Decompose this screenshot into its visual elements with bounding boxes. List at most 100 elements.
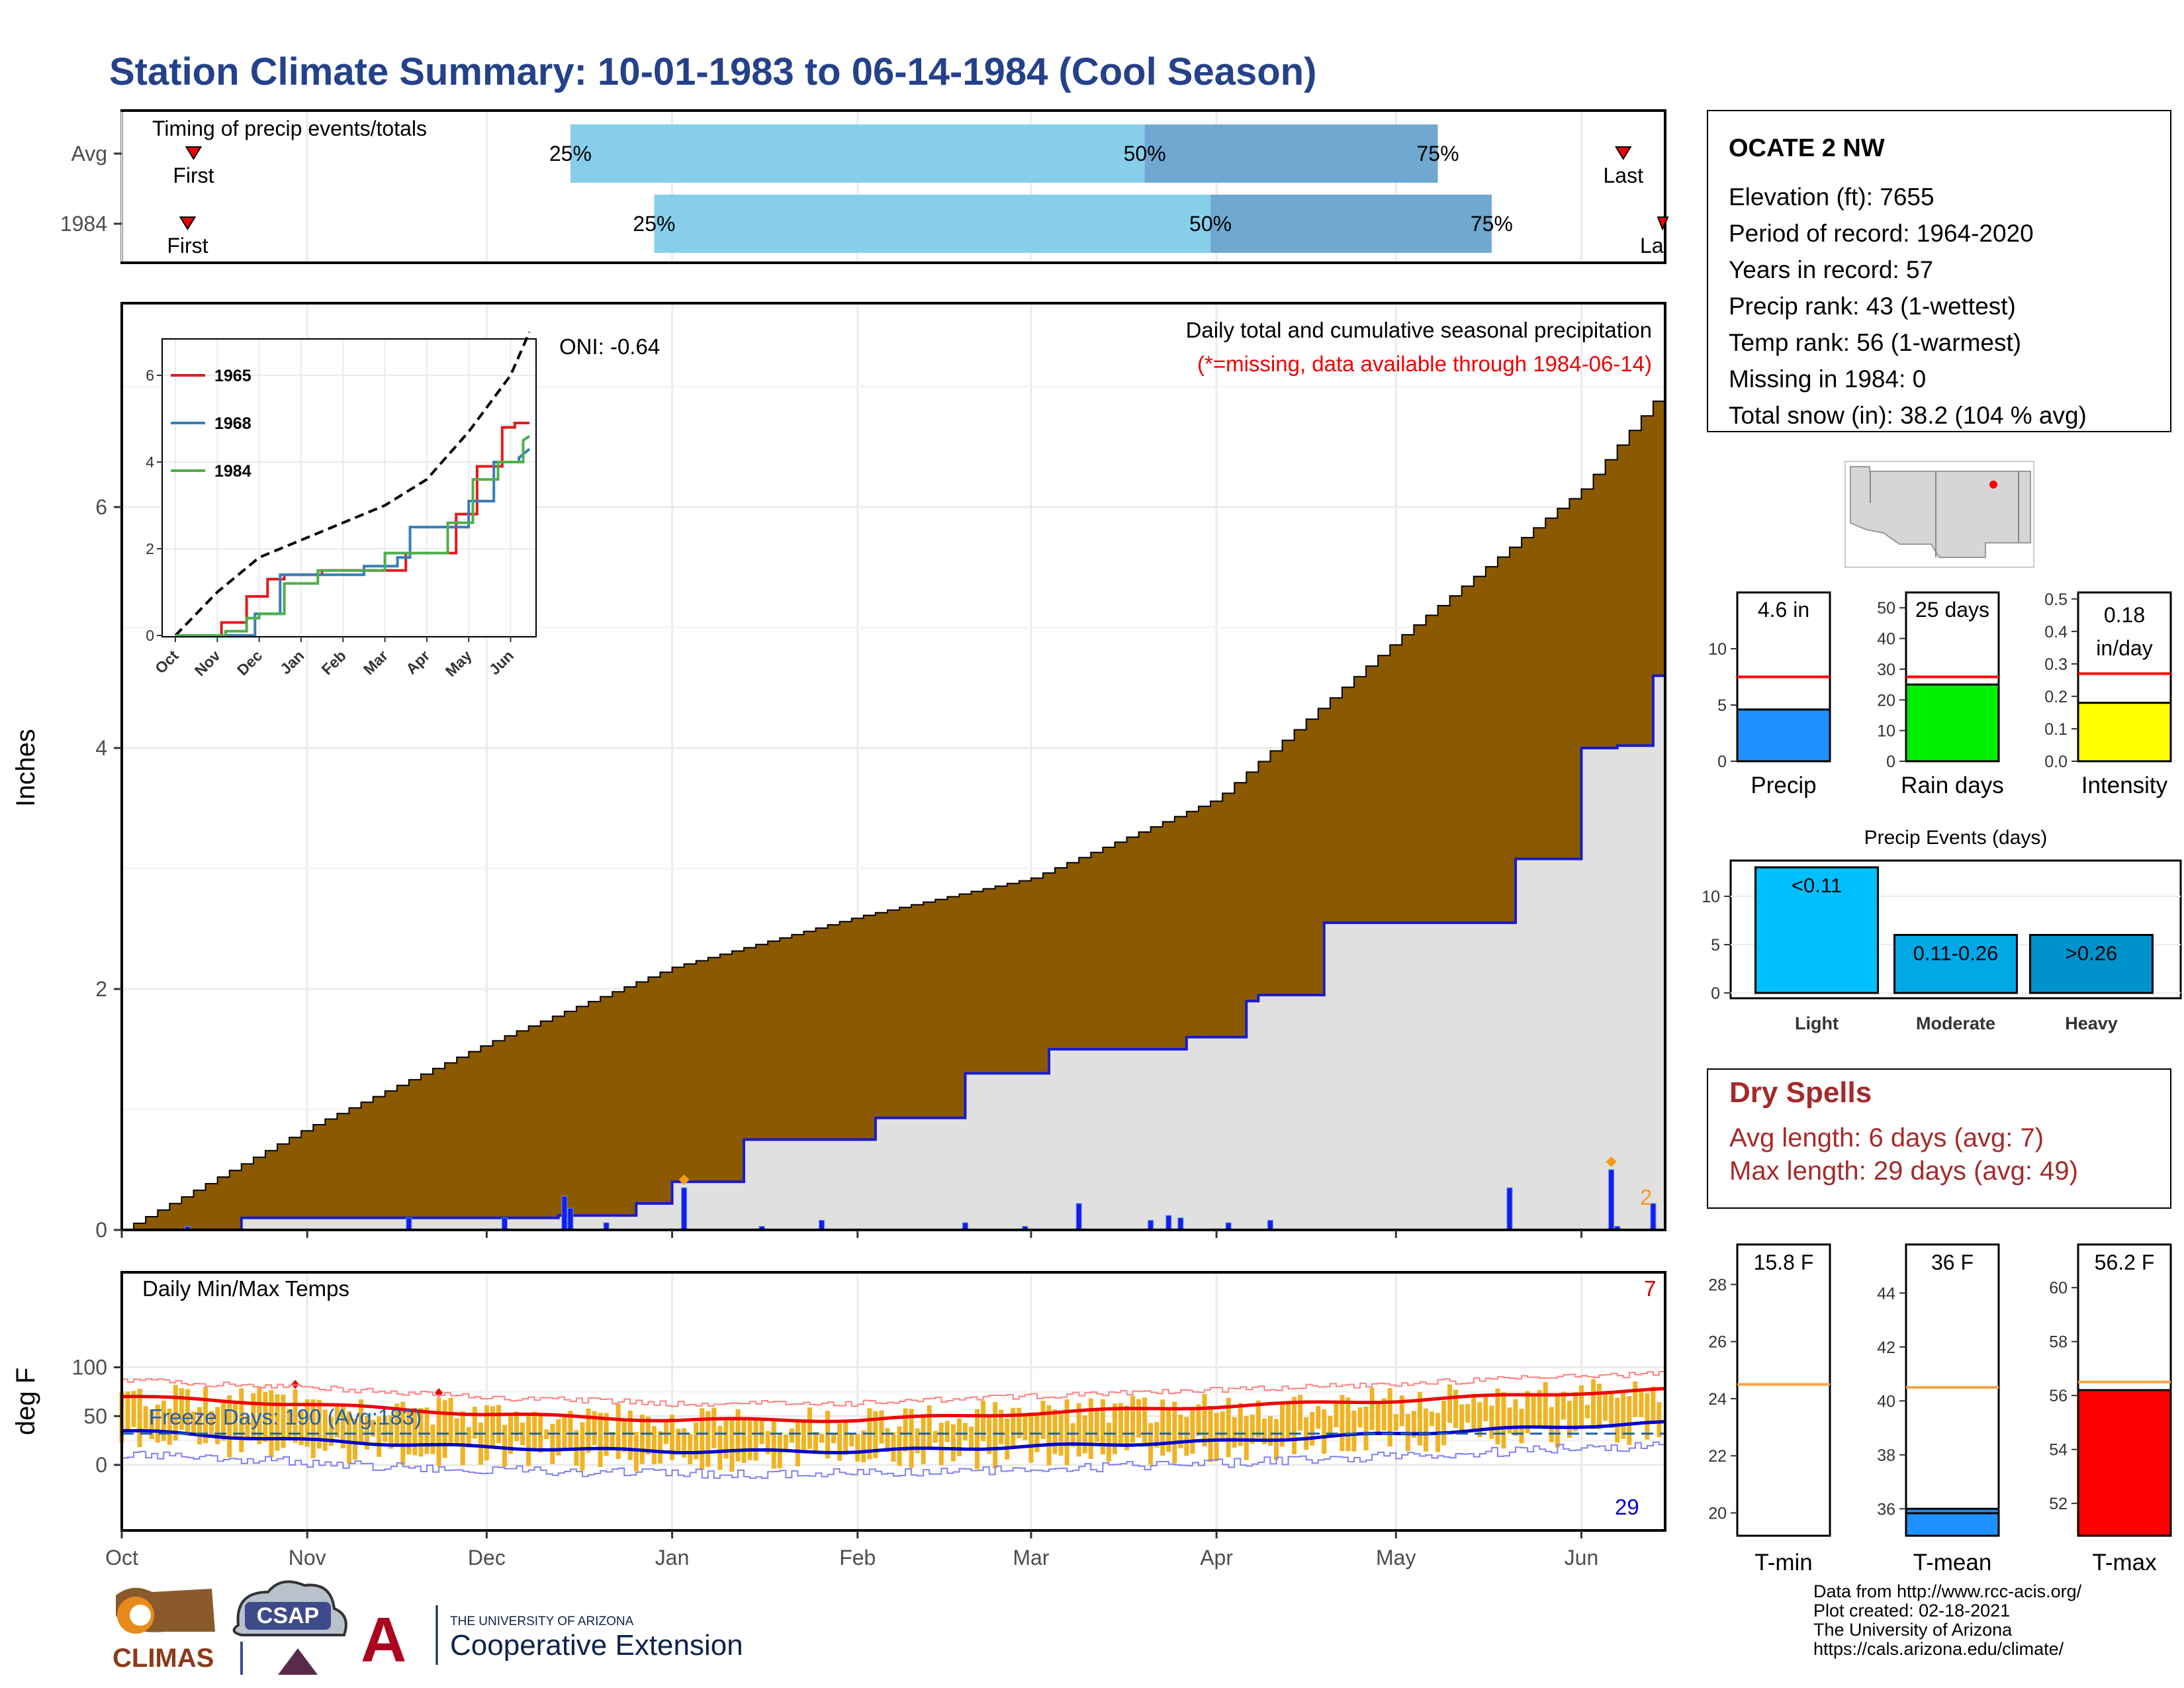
temp-stat-fill [1905, 1512, 2000, 1537]
temp-frame-bg [122, 1272, 1665, 1530]
daily-temp-bar [705, 1411, 711, 1467]
station-info-line: Years in record: 57 [1729, 256, 1933, 283]
daily-temp-bar [173, 1385, 178, 1441]
daily-temp-bar [1453, 1389, 1459, 1429]
freeze-days-label: Freeze Days: 190 (Avg:183) [149, 1405, 422, 1429]
daily-temp-bar [903, 1408, 908, 1452]
daily-temp-bar [1178, 1415, 1183, 1448]
daily-temp-bar [621, 1420, 627, 1452]
daily-temp-bar [1226, 1397, 1231, 1458]
events-bar [1754, 866, 1879, 994]
daily-temp-bar [1267, 1416, 1273, 1446]
daily-temp-bar [855, 1434, 860, 1462]
precip-chart-subtitle: (*=missing, data available through 1984-… [1197, 352, 1652, 376]
stat-bar-value: 25 days [1915, 598, 1989, 622]
temp-stat-tick-label: 52 [2049, 1495, 2068, 1513]
daily-temp-bar [203, 1387, 208, 1444]
daily-temp-bar [466, 1427, 471, 1448]
daily-precip-bar [681, 1187, 688, 1231]
daily-temp-bar [1381, 1398, 1387, 1431]
daily-temp-bar [801, 1421, 806, 1450]
daily-temp-bar [1154, 1422, 1160, 1448]
stat-bar-value: 4.6 in [1758, 598, 1809, 622]
daily-temp-bar [490, 1406, 495, 1448]
daily-temp-bar [1292, 1397, 1297, 1454]
daily-temp-bar [281, 1394, 286, 1448]
daily-temp-bar [1011, 1407, 1016, 1446]
inset-lines [174, 331, 531, 637]
daily-precip-bar [406, 1217, 412, 1231]
daily-temp-bar [1555, 1394, 1560, 1448]
temp-stat-tick-label: 38 [1877, 1446, 1895, 1465]
avg-high-line [121, 1387, 1666, 1423]
stat-bar-tick-label: 0.1 [2044, 720, 2068, 739]
snow-marker [678, 1174, 690, 1186]
timing-last-marker [1614, 146, 1632, 160]
temp-stat-tick-label: 60 [2049, 1279, 2068, 1297]
precip-events-chart: Precip Events (days) 0 5 10 <0.11 Light 0.11-… [1702, 827, 2182, 1033]
daily-temp-bar [933, 1430, 938, 1443]
daily-temp-bar [1136, 1399, 1142, 1438]
temp-stat-tick-label: 42 [1877, 1338, 1895, 1357]
daily-temp-bar [424, 1407, 430, 1454]
daily-precip-bar [819, 1219, 825, 1231]
temp-stat-bars: 15.8 F 20 22 24 26 28 T-min 36 F 36 38 40 42 44 T-mea… [1708, 1243, 2172, 1575]
daily-temp-bar [1040, 1400, 1046, 1439]
daily-temp-bar [1525, 1391, 1530, 1434]
daily-temp-bar [789, 1428, 794, 1443]
daily-temp-bar [143, 1406, 148, 1429]
daily-temp-bar [1106, 1423, 1111, 1462]
inset-legend: 1965 1968 1984 [171, 367, 251, 481]
station-frame [1707, 110, 2171, 432]
daily-temp-bar [1501, 1392, 1506, 1449]
precip-axes: 0 2 4 6 [95, 495, 1582, 1242]
daily-temp-bar [514, 1411, 520, 1442]
daily-temp-bar [293, 1389, 298, 1443]
csap-label-box [245, 1602, 331, 1630]
daily-temp-bar [1567, 1401, 1572, 1438]
daily-temp-bar [700, 1408, 705, 1470]
daily-temp-bar [556, 1419, 561, 1456]
daily-temp-bar [1298, 1395, 1303, 1431]
stat-bar-tick-label: 20 [1877, 691, 1895, 710]
daily-temp-bar [377, 1416, 382, 1457]
temp-stat-frame [1905, 1243, 2000, 1537]
daily-temp-bar [909, 1409, 914, 1468]
timing-last-marker [1657, 216, 1669, 231]
daily-temp-bar [221, 1401, 226, 1441]
temp-stat-tick-label: 40 [1877, 1392, 1895, 1411]
temp-xtick-label: Nov [289, 1546, 326, 1570]
daily-temp-bar [1531, 1395, 1536, 1427]
inset-ytick-label: 0 [146, 627, 154, 644]
timing-p75-label: 75% [1471, 212, 1513, 236]
precip-events-title: Precip Events (days) [1864, 827, 2048, 849]
daily-temp-bar [843, 1421, 848, 1455]
stat-bar-tick-label: 0.4 [2044, 623, 2068, 641]
timing-row-label: Avg [71, 142, 107, 165]
daily-temp-bar [771, 1421, 776, 1469]
daily-temp-bar [1286, 1404, 1291, 1439]
temp-stat-label: T-mean [1913, 1550, 1992, 1575]
daily-temp-bar [753, 1420, 758, 1461]
daily-temp-bar [1310, 1412, 1315, 1446]
daily-temp-bar [1351, 1410, 1357, 1452]
daily-temp-bar [915, 1428, 920, 1454]
daily-precip-bar [1506, 1187, 1513, 1231]
daily-temp-bar [885, 1428, 890, 1452]
daily-temp-bar [125, 1391, 130, 1432]
stat-bar-label: Precip [1751, 773, 1816, 798]
precip-areas [122, 387, 1666, 1231]
daily-temp-bar [741, 1419, 747, 1463]
daily-temp-bar [1340, 1395, 1345, 1452]
daily-precip-bars [184, 1156, 1657, 1231]
station-info-line: Precip rank: 43 (1-wettest) [1729, 293, 2016, 320]
temp-xtick-label: Oct [105, 1546, 138, 1570]
daily-temp-bar [1447, 1384, 1453, 1423]
daily-temp-bar [1220, 1411, 1225, 1442]
daily-temp-bar [1214, 1413, 1219, 1462]
climas-logo-text: CLIMAS [113, 1644, 214, 1673]
inset-series-line [175, 435, 531, 637]
temp-stat-value: 36 F [1931, 1250, 1974, 1274]
dry-spells-frame [1707, 1068, 2171, 1209]
daily-temp-bar [1130, 1395, 1136, 1443]
